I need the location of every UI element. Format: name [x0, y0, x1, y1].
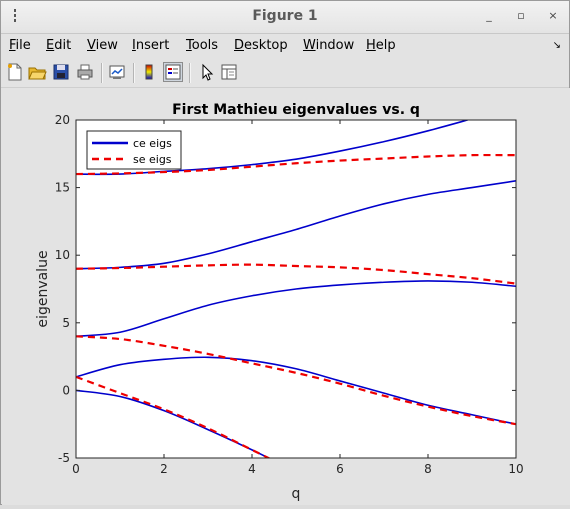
menu-insert[interactable]: Insert — [132, 38, 169, 53]
print-icon[interactable] — [75, 62, 95, 82]
menu-label-rest: indow — [315, 38, 355, 53]
ce-eig-line-3[interactable] — [76, 180, 516, 270]
figure-canvas[interactable]: 0 2 4 6 8 10 -5 0 5 10 15 20 First Mathieu eigenval… — [2, 88, 570, 505]
save-icon[interactable] — [51, 62, 71, 82]
x-tick-label: 10 — [508, 462, 523, 476]
menu-mnemonic: V — [87, 38, 96, 53]
ce-eig-line-2[interactable] — [76, 280, 516, 338]
legend-box — [86, 130, 182, 170]
insert-legend-icon[interactable] — [163, 62, 183, 82]
menu-label-rest: ile — [15, 38, 31, 53]
se-eig-line-8[interactable] — [76, 153, 516, 176]
window-menu-icon[interactable] — [13, 9, 17, 25]
menu-desktop[interactable]: Desktop — [234, 38, 288, 53]
menu-label-rest: elp — [375, 38, 396, 53]
y-tick-label: 20 — [55, 113, 70, 127]
menu-view[interactable]: View — [87, 38, 118, 53]
close-icon[interactable]: × — [548, 9, 558, 22]
y-tick-label: -5 — [58, 451, 70, 465]
menu-mnemonic: I — [132, 38, 136, 53]
window-title: Figure 1 — [252, 8, 318, 24]
property-inspector-icon[interactable] — [219, 62, 239, 82]
menu-bar: ↘ File Edit View Insert Tools Desktop Window He… — [1, 34, 569, 58]
y-tick-label: 15 — [55, 181, 70, 195]
legend-label-1: se eigs — [133, 153, 172, 166]
maximize-icon[interactable]: ▫ — [517, 9, 525, 22]
menu-mnemonic: T — [186, 38, 192, 53]
x-tick-label: 0 — [72, 462, 80, 476]
tool-bar — [1, 59, 569, 88]
menu-file[interactable]: File — [9, 38, 31, 53]
menu-edit[interactable]: Edit — [46, 38, 71, 53]
x-tick-label: 2 — [160, 462, 168, 476]
menu-mnemonic: E — [46, 38, 55, 53]
y-tick-label: 5 — [62, 316, 70, 330]
menu-mnemonic: D — [234, 38, 245, 53]
se-eig-line-7[interactable] — [76, 263, 516, 285]
menu-mnemonic: H — [366, 38, 376, 53]
menu-help[interactable]: Help — [366, 38, 396, 53]
ce-eig-line-1[interactable] — [76, 356, 516, 425]
insert-colorbar-icon[interactable] — [139, 62, 159, 82]
se-eig-line-6[interactable] — [76, 335, 516, 426]
menu-label-rest: nsert — [135, 38, 170, 53]
menu-mnemonic: W — [303, 38, 316, 53]
menu-label-rest: ools — [191, 38, 219, 53]
menu-label-rest: iew — [95, 38, 118, 53]
menu-tools[interactable]: Tools — [186, 38, 218, 53]
y-axis-label: eigenvalue — [35, 250, 51, 327]
legend[interactable]: ce eigs se eigs — [86, 130, 182, 170]
menu-mnemonic: F — [9, 38, 16, 53]
y-tick-label: 10 — [55, 248, 70, 262]
legend-label-0: ce eigs — [133, 137, 172, 150]
minimize-icon[interactable]: _ — [486, 9, 492, 22]
chart-title: First Mathieu eigenvalues vs. q — [172, 102, 420, 118]
menu-label-rest: dit — [54, 38, 72, 53]
new-figure-icon[interactable] — [5, 62, 25, 82]
x-tick-label: 6 — [336, 462, 344, 476]
open-file-icon[interactable] — [27, 62, 47, 82]
se-eig-line-5[interactable] — [76, 375, 274, 461]
title-bar[interactable]: Figure 1 _ ▫ × — [1, 1, 569, 34]
menu-label-rest: esktop — [244, 38, 288, 53]
axes-box — [75, 119, 517, 459]
link-plot-icon[interactable] — [107, 62, 127, 82]
edit-plot-arrow-icon[interactable] — [197, 62, 217, 82]
x-axis-label: q — [292, 486, 301, 502]
y-tick-label: 0 — [62, 383, 70, 397]
dock-arrow-icon[interactable]: ↘ — [552, 40, 561, 51]
x-tick-label: 8 — [424, 462, 432, 476]
x-tick-label: 4 — [248, 462, 256, 476]
menu-window[interactable]: Window — [303, 38, 354, 53]
